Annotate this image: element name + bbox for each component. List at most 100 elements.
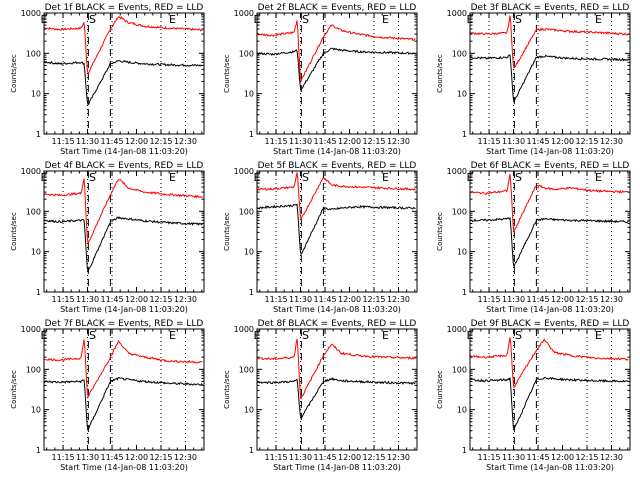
series-events — [256, 203, 416, 255]
y-axis-label: Counts/sec — [223, 370, 231, 409]
panel-title: Det 5f BLACK = Events, RED = LLD — [258, 161, 417, 171]
y-tick-label: 1000 — [447, 9, 467, 18]
y-tick-label: 1000 — [234, 9, 254, 18]
panel-det-5: Det 5f BLACK = Events, RED = LLD 1 10 100 10… — [223, 161, 418, 314]
time-marker-e: E — [382, 171, 389, 184]
x-tick-label: 11:30 — [76, 295, 99, 304]
y-tick-label: 1000 — [21, 167, 41, 176]
x-tick-label: 11:15 — [478, 137, 501, 146]
time-marker-e: E — [595, 13, 602, 26]
y-tick-label: 100 — [239, 365, 254, 374]
y-tick-label: 100 — [26, 207, 41, 216]
time-marker-e: E — [254, 171, 261, 184]
y-tick-label: 10 — [244, 248, 254, 257]
y-axis-label: Counts/sec — [10, 212, 18, 251]
y-tick-label: 1 — [36, 130, 41, 139]
y-tick-label: 100 — [239, 49, 254, 58]
panel-det-9: Det 9f BLACK = Events, RED = LLD 1 10 100 10… — [436, 319, 631, 472]
y-tick-label: 10 — [31, 248, 41, 257]
panel-det-7: Det 7f BLACK = Events, RED = LLD 1 10 100 10… — [10, 319, 205, 472]
x-tick-label: 12:30 — [600, 453, 623, 462]
series-events — [43, 376, 203, 431]
x-tick-label: 12:30 — [600, 137, 623, 146]
time-marker-e: E — [169, 13, 176, 26]
x-tick-label: 11:30 — [289, 137, 312, 146]
time-marker-s: S — [302, 329, 309, 342]
y-tick-label: 10 — [31, 406, 41, 415]
y-tick-label: 1 — [249, 446, 254, 455]
x-tick-label: 12:00 — [338, 295, 361, 304]
series-lld — [43, 15, 203, 75]
panel-title: Det 4f BLACK = Events, RED = LLD — [45, 161, 204, 171]
y-axis-label: Counts/sec — [436, 212, 444, 251]
x-axis-label: Start Time (14-Jan-08 11:03:20) — [60, 147, 188, 156]
x-tick-label: 12:30 — [387, 295, 410, 304]
time-marker-e: E — [254, 13, 261, 26]
series-lld — [43, 339, 203, 399]
x-tick-label: 11:45 — [313, 137, 336, 146]
panel-det-6: Det 6f BLACK = Events, RED = LLD 1 10 100 10… — [436, 161, 631, 314]
x-tick-label: 11:15 — [265, 453, 288, 462]
time-marker-e: E — [467, 13, 474, 26]
x-tick-label: 11:45 — [100, 137, 123, 146]
x-tick-label: 12:15 — [575, 453, 598, 462]
x-tick-label: 12:15 — [575, 137, 598, 146]
time-marker-e: E — [382, 329, 389, 342]
x-tick-label: 11:45 — [526, 137, 549, 146]
plot-frame — [469, 12, 631, 135]
y-tick-label: 1 — [36, 288, 41, 297]
x-tick-label: 11:45 — [100, 295, 123, 304]
time-marker-s: S — [302, 13, 309, 26]
x-tick-label: 11:15 — [265, 137, 288, 146]
plot-frame — [43, 170, 205, 293]
y-axis-label: Counts/sec — [10, 54, 18, 93]
time-marker-s: S — [89, 13, 96, 26]
time-marker-s: S — [515, 329, 522, 342]
panel-det-4: Det 4f BLACK = Events, RED = LLD 1 10 100 10… — [10, 161, 205, 314]
x-axis-label: Start Time (14-Jan-08 11:03:20) — [486, 305, 614, 314]
x-tick-label: 12:15 — [362, 137, 385, 146]
series-lld — [469, 337, 629, 389]
y-axis-label: Counts/sec — [436, 54, 444, 93]
x-tick-label: 12:15 — [362, 453, 385, 462]
series-lld — [469, 15, 629, 70]
panel-title: Det 9f BLACK = Events, RED = LLD — [471, 319, 630, 329]
x-tick-label: 11:45 — [313, 453, 336, 462]
panel-title: Det 6f BLACK = Events, RED = LLD — [471, 161, 630, 171]
x-tick-label: 11:30 — [76, 137, 99, 146]
x-axis-label: Start Time (14-Jan-08 11:03:20) — [273, 463, 401, 472]
y-tick-label: 10 — [457, 248, 467, 257]
x-tick-label: 11:30 — [502, 295, 525, 304]
time-marker-e: E — [382, 13, 389, 26]
series-events — [469, 54, 629, 103]
series-lld — [469, 174, 629, 233]
y-tick-label: 100 — [26, 49, 41, 58]
x-tick-label: 12:30 — [387, 137, 410, 146]
y-tick-label: 10 — [244, 90, 254, 99]
x-axis-label: Start Time (14-Jan-08 11:03:20) — [273, 147, 401, 156]
time-marker-e: E — [595, 171, 602, 184]
y-tick-label: 100 — [452, 207, 467, 216]
time-marker-s: S — [89, 171, 96, 184]
plot-frame — [469, 170, 631, 293]
x-tick-label: 12:00 — [338, 453, 361, 462]
y-tick-label: 10 — [244, 406, 254, 415]
y-tick-label: 1 — [249, 130, 254, 139]
y-tick-label: 100 — [239, 207, 254, 216]
series-events — [469, 216, 629, 269]
x-tick-label: 11:30 — [502, 453, 525, 462]
y-tick-label: 1 — [462, 446, 467, 455]
time-marker-s: S — [515, 13, 522, 26]
x-tick-label: 12:00 — [338, 137, 361, 146]
y-tick-label: 1000 — [234, 167, 254, 176]
x-tick-label: 11:30 — [502, 137, 525, 146]
y-tick-label: 100 — [26, 365, 41, 374]
series-events — [256, 377, 416, 419]
x-tick-label: 12:30 — [174, 295, 197, 304]
time-marker-e: E — [41, 171, 48, 184]
x-tick-label: 12:00 — [551, 295, 574, 304]
y-tick-label: 10 — [457, 406, 467, 415]
plot-frame — [256, 328, 418, 451]
x-tick-label: 12:30 — [387, 453, 410, 462]
